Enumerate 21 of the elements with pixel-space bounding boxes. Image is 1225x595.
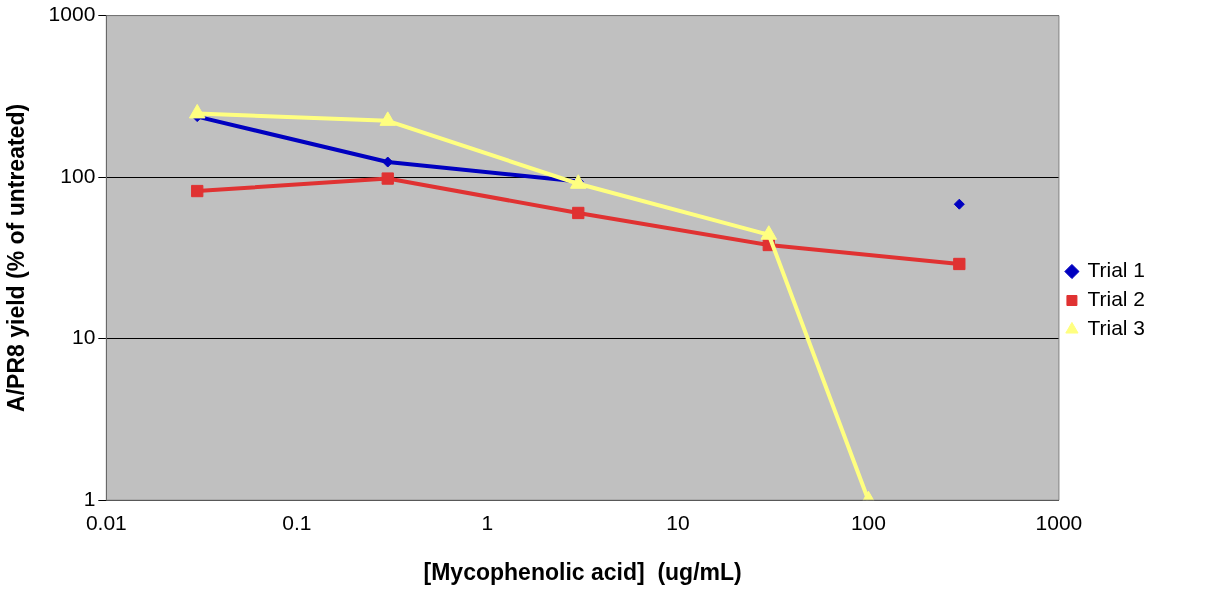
x-tick-label: 1000 (1035, 510, 1083, 534)
x-tick-label: 1 (481, 510, 494, 534)
x-tick-label: 0.01 (85, 510, 127, 534)
legend-label: Trial 2 (1087, 287, 1146, 311)
point (572, 206, 585, 220)
y-axis-title: A/PR8 yield (% of untreated) (3, 103, 30, 412)
point (760, 225, 778, 240)
x-tick-label: 100 (850, 510, 886, 534)
point (191, 184, 204, 198)
legend-label: Trial 1 (1087, 258, 1146, 282)
y-tick-label: 10 (71, 325, 96, 349)
x-tick-label: 10 (666, 510, 690, 534)
x-axis-title: [Mycophenolic acid] (ug/mL) (423, 558, 742, 585)
point (381, 172, 394, 185)
y-tick-label: 100 (60, 163, 96, 187)
point (953, 257, 966, 271)
legend-label: Trial 3 (1087, 316, 1146, 340)
point (953, 198, 965, 210)
x-tick-label: 0.1 (282, 510, 312, 534)
y-tick-label: 1 (83, 487, 96, 510)
y-tick-label: 1000 (48, 2, 96, 26)
